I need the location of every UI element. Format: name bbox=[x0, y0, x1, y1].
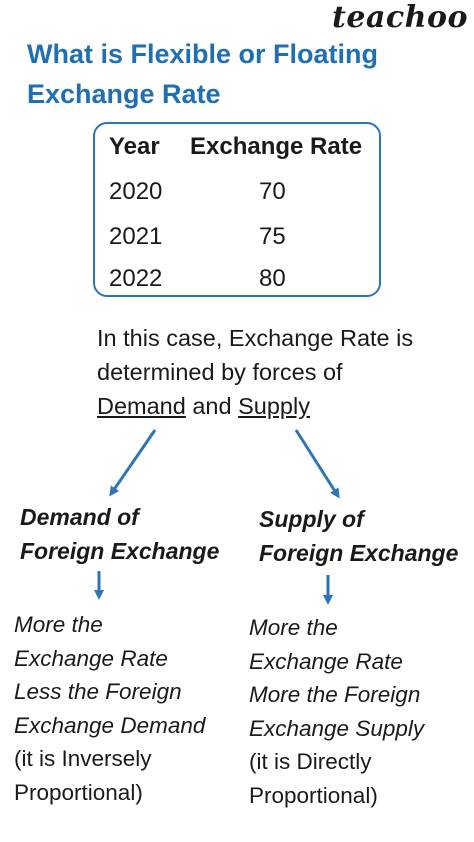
description-line: Exchange Rate bbox=[249, 648, 403, 674]
supply-term: Supply bbox=[238, 393, 310, 419]
description-line: More the bbox=[14, 612, 103, 637]
table-cell-year: 2020 bbox=[109, 178, 163, 205]
table-cell-year: 2021 bbox=[109, 223, 163, 250]
demand-description: More the Exchange Rate Less the Foreign … bbox=[14, 608, 205, 809]
heading-line: Supply of bbox=[259, 506, 364, 532]
description-line: Exchange Supply bbox=[249, 715, 425, 741]
table-cell-rate: 75 bbox=[259, 223, 286, 250]
heading-line: Foreign Exchange bbox=[259, 540, 459, 566]
table-header-rate: Exchange Rate bbox=[190, 133, 363, 160]
supply-heading: Supply of Foreign Exchange bbox=[259, 502, 458, 570]
description-line: More the bbox=[249, 615, 338, 640]
page-title: What is Flexible or Floating Exchange Ra… bbox=[27, 39, 379, 109]
arrow-to-supply bbox=[294, 429, 340, 499]
supply-description: More the Exchange Rate More the Foreign … bbox=[249, 611, 424, 812]
demand-heading: Demand of Foreign Exchange bbox=[20, 500, 219, 568]
demand-term: Demand bbox=[97, 393, 186, 419]
and-word: and bbox=[185, 393, 239, 419]
heading-line: Demand of bbox=[20, 504, 139, 530]
explanation-paragraph: In this case, Exchange Rate is determine… bbox=[97, 321, 437, 423]
table-cell-rate: 80 bbox=[259, 265, 286, 292]
brand-logo: teachoo bbox=[332, 0, 468, 35]
explanation-line: determined by forces of bbox=[97, 359, 343, 385]
relation-note: (it is Directly bbox=[249, 749, 372, 774]
description-line: More the Foreign bbox=[249, 682, 421, 707]
heading-line: Foreign Exchange bbox=[20, 538, 220, 564]
description-line: Exchange Rate bbox=[14, 645, 168, 671]
relation-note: Proportional) bbox=[249, 782, 378, 808]
table-cell-rate: 70 bbox=[259, 178, 286, 205]
exchange-rate-table bbox=[93, 122, 381, 297]
relation-note: Proportional) bbox=[14, 779, 143, 805]
explanation-forces: Demand and Supply bbox=[97, 389, 437, 423]
table-header-year: Year bbox=[109, 133, 160, 160]
description-line: Exchange Demand bbox=[14, 712, 206, 738]
explanation-line: In this case, Exchange Rate is bbox=[97, 325, 414, 351]
description-line: Less the Foreign bbox=[14, 679, 182, 704]
relation-note: (it is Inversely bbox=[14, 746, 152, 771]
arrow-to-demand bbox=[109, 429, 157, 497]
table-cell-year: 2022 bbox=[109, 265, 163, 292]
